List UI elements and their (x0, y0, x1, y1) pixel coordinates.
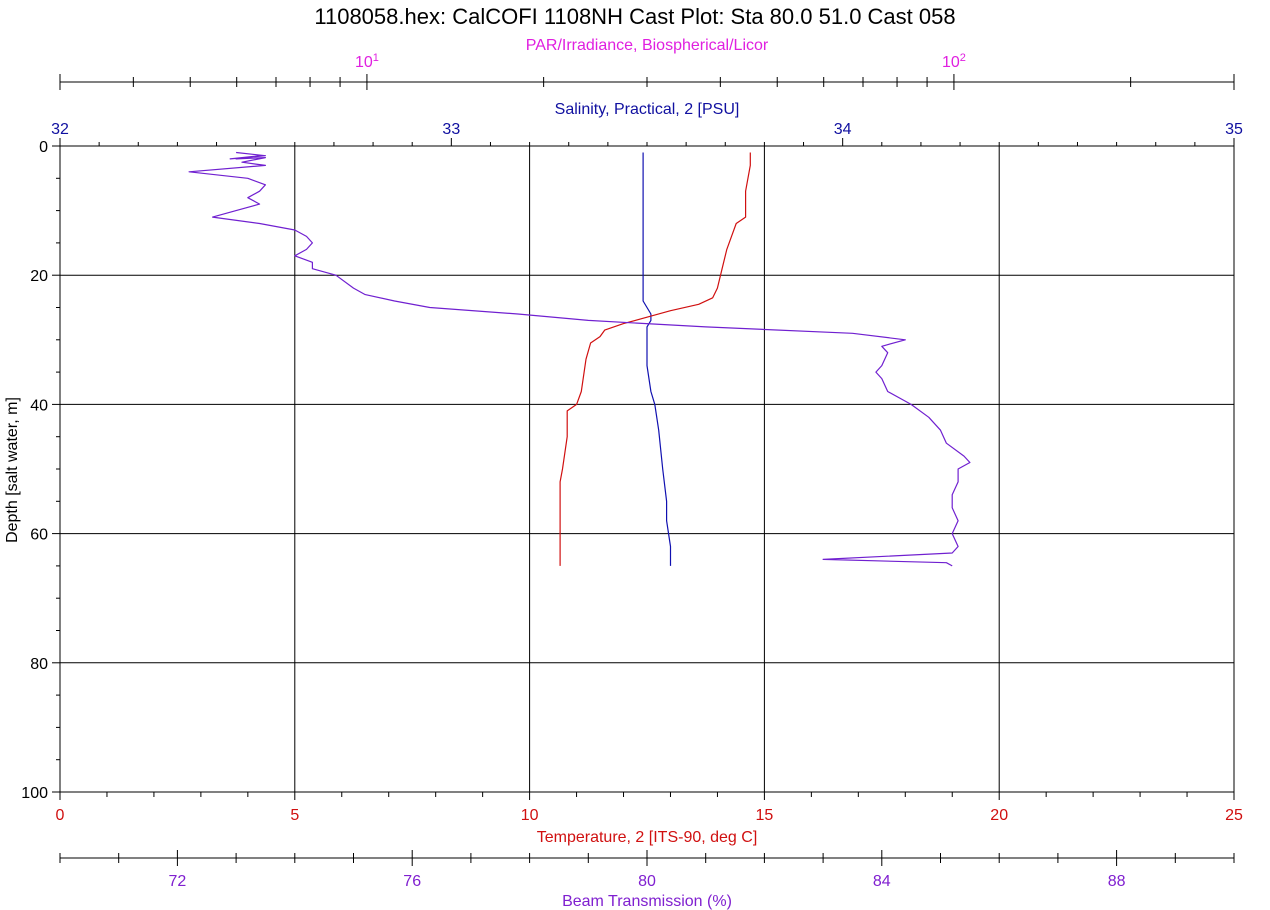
salinity-tick-label: 34 (834, 121, 852, 138)
depth-tick-label: 20 (30, 268, 48, 285)
beam-tick-label: 84 (873, 873, 891, 890)
depth-tick-label: 100 (21, 785, 48, 802)
beam-profile-line (188, 151, 971, 567)
temperature-axis-label: Temperature, 2 [ITS-90, deg C] (537, 829, 758, 846)
temperature-profile-line (559, 152, 751, 566)
par-axis-label: PAR/Irradiance, Biospherical/Licor (526, 37, 769, 54)
series-layer (188, 151, 971, 567)
depth-tick-label: 60 (30, 527, 48, 544)
salinity-profile-line (642, 152, 672, 566)
beam-tick-label: 88 (1108, 873, 1126, 890)
salinity-tick-label: 32 (51, 121, 69, 138)
par-axis: 101 102 (59, 52, 1235, 90)
temperature-tick-label: 5 (290, 807, 299, 824)
depth-axis-label: Depth [salt water, m] (4, 397, 21, 543)
temperature-tick-label: 0 (56, 807, 65, 824)
salinity-tick-label: 35 (1225, 121, 1243, 138)
par-tick-label: 101 (355, 52, 379, 71)
depth-tick-label: 80 (30, 656, 48, 673)
plot-grid (59, 145, 1235, 793)
temperature-tick-label: 25 (1225, 807, 1243, 824)
depth-tick-label: 40 (30, 397, 48, 414)
beam-tick-label: 76 (403, 873, 421, 890)
temperature-axis: 0 5 10 15 20 25 (56, 792, 1243, 824)
beam-tick-label: 80 (638, 873, 656, 890)
plot-frame (59, 145, 1235, 793)
beam-axis: 72 76 80 84 88 (59, 850, 1235, 890)
beam-tick-label: 72 (169, 873, 187, 890)
temperature-tick-label: 20 (990, 807, 1008, 824)
salinity-axis-label: Salinity, Practical, 2 [PSU] (555, 101, 740, 118)
salinity-axis: 32 33 34 35 (51, 121, 1243, 146)
depth-tick-label: 0 (39, 139, 48, 156)
par-tick-label: 102 (942, 52, 966, 71)
chart-title: 1108058.hex: CalCOFI 1108NH Cast Plot: S… (314, 4, 955, 29)
salinity-tick-label: 33 (442, 121, 460, 138)
temperature-tick-label: 10 (521, 807, 539, 824)
beam-axis-label: Beam Transmission (%) (562, 893, 732, 910)
temperature-tick-label: 15 (756, 807, 774, 824)
depth-axis: 0 20 40 60 80 100 (21, 139, 60, 802)
